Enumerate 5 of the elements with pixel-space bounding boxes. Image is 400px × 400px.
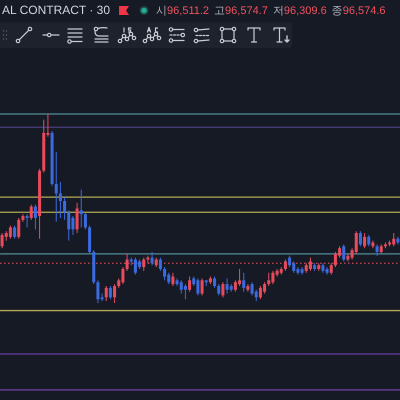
text: 고96,574.7 <box>214 5 268 17</box>
text: 시96,511.2 <box>156 5 210 17</box>
chart-title: AL CONTRACT · 30 <box>2 3 110 17</box>
text: 종96,574.6 <box>332 5 386 17</box>
text: 저96,309.6 <box>272 5 327 17</box>
